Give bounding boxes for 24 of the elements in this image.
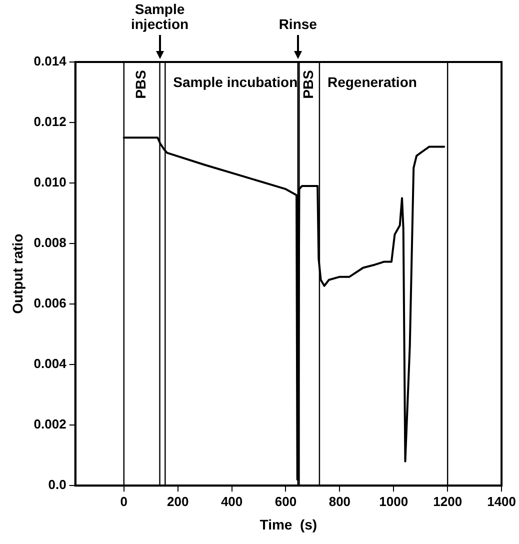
x-tick-label: 0: [120, 494, 128, 509]
text: Sample injection: [130, 0, 189, 32]
y-tick-label: 0.0: [48, 477, 66, 492]
y-axis-title: Output ratio: [9, 234, 26, 314]
x-tick-label: 1400: [487, 494, 516, 509]
x-tick-label: 1000: [379, 494, 408, 509]
text: Rinse: [278, 16, 318, 32]
ref-line-label: Regeneration: [327, 74, 417, 90]
ref-line-label: PBS: [300, 70, 316, 99]
ref-line-label: Sample incubation: [173, 74, 298, 90]
x-tick-label: 400: [220, 494, 243, 509]
ref-line-label: PBS: [132, 70, 149, 99]
x-tick-label: 1200: [433, 494, 462, 509]
x-tick-label: 800: [328, 494, 351, 509]
y-tick-label: 0.012: [34, 114, 66, 130]
y-tick-label: 0.008: [34, 235, 66, 250]
y-tick-label: 0.014: [34, 54, 68, 69]
y-tick-label: 0.002: [34, 416, 66, 432]
y-tick-label: 0.010: [34, 174, 66, 190]
x-axis-title: Time (s): [260, 516, 318, 532]
y-tick-label: 0.006: [34, 296, 66, 311]
x-tick-label: 200: [166, 494, 189, 509]
y-tick-label: 0.004: [34, 356, 68, 372]
x-tick-label: 600: [274, 494, 297, 509]
